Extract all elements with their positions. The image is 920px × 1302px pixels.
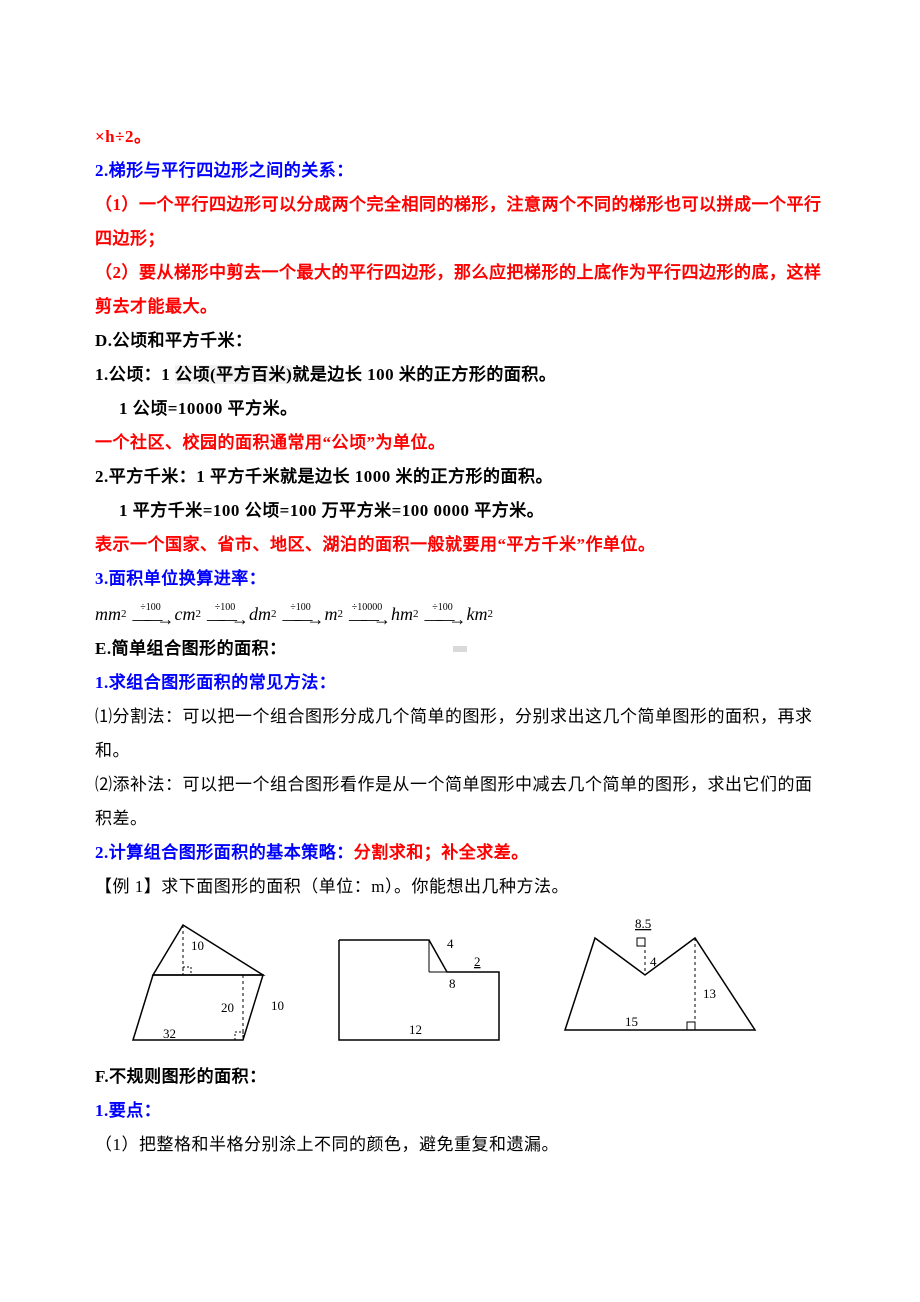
fig3-c: 13 bbox=[703, 986, 716, 1001]
p-fragment: ×h÷2。 bbox=[95, 120, 825, 154]
fig3-a: 8.5 bbox=[635, 916, 651, 931]
heading-3: 3.面积单位换算进率： bbox=[95, 562, 825, 596]
heading-f1: 1.要点： bbox=[95, 1094, 825, 1128]
p-hectare-1: 1.公顷：1 公顷(平方百米)就是边长 100 米的正方形的面积。 bbox=[95, 358, 825, 392]
unit-cm2: cm2 bbox=[175, 596, 202, 632]
p-hectare-eq: 1 公顷=10000 平方米。 bbox=[95, 392, 825, 426]
p-hectare-use: 一个社区、校园的面积通常用“公顷”为单位。 bbox=[95, 426, 825, 460]
p-sqkm-use: 表示一个国家、省市、地区、湖泊的面积一般就要用“平方千米”作单位。 bbox=[95, 528, 825, 562]
p-method-1: ⑴分割法：可以把一个组合图形分成几个简单的图形，分别求出这几个简单图形的面积，再… bbox=[95, 700, 825, 768]
heading-d: D.公顷和平方千米： bbox=[95, 324, 825, 358]
figure-3: 8.5 4 13 15 bbox=[555, 910, 785, 1050]
p-rel-2: （2）要从梯形中剪去一个最大的平行四边形，那么应把梯形的上底作为平行四边形的底，… bbox=[95, 256, 825, 324]
fig2-a: 4 bbox=[447, 936, 454, 951]
unit-hm2: hm2 bbox=[391, 596, 419, 632]
fig1-b: 10 bbox=[271, 998, 284, 1013]
unit-dm2: dm2 bbox=[249, 596, 277, 632]
arrow-icon: ÷100——→ bbox=[425, 603, 461, 625]
example-1: 【例 1】求下面图形的面积（单位：m）。你能想出几种方法。 bbox=[95, 870, 825, 904]
figure-2: 4 2 8 12 bbox=[329, 930, 549, 1050]
fig1-a: 10 bbox=[191, 938, 204, 953]
p-strategy-a: 2.计算组合图形面积的基本策略： bbox=[95, 843, 354, 862]
figure-1: 10 10 20 32 bbox=[113, 920, 323, 1050]
unit-mm2: mm2 bbox=[95, 596, 127, 632]
fig2-b: 2 bbox=[474, 954, 481, 969]
p-hectare-1c: 就是边长 100 米的正方形的面积。 bbox=[292, 365, 556, 384]
unit-km2: km2 bbox=[467, 596, 494, 632]
arrow-icon: ÷100——→ bbox=[283, 603, 319, 625]
arrow-icon: ÷100——→ bbox=[207, 603, 243, 625]
p-rel-1: （1）一个平行四边形可以分成两个完全相同的梯形，注意两个不同的梯形也可以拼成一个… bbox=[95, 188, 825, 256]
fig1-c: 20 bbox=[221, 1000, 234, 1015]
p-sqkm-eq: 1 平方千米=100 公顷=100 万平方米=100 0000 平方米。 bbox=[95, 494, 825, 528]
p-f1-1: （1）把整格和半格分别涂上不同的颜色，避免重复和遗漏。 bbox=[95, 1128, 825, 1162]
unit-conversion-formula: mm2 ÷100——→ cm2 ÷100——→ dm2 ÷100——→ m2 ÷… bbox=[95, 596, 825, 632]
fig2-d: 12 bbox=[409, 1022, 422, 1037]
p-method-2: ⑵添补法：可以把一个组合图形看作是从一个简单图形中减去几个简单的图形，求出它们的… bbox=[95, 768, 825, 836]
p-hectare-hl: 公顷(平方百米) bbox=[175, 365, 292, 384]
arrow-icon: ÷10000——→ bbox=[349, 603, 385, 625]
fig3-b: 4 bbox=[650, 954, 657, 969]
document-page: ×h÷2。 2.梯形与平行四边形之间的关系： （1）一个平行四边形可以分成两个完… bbox=[0, 0, 920, 1302]
fig1-d: 32 bbox=[163, 1026, 176, 1041]
figures-row: 10 10 20 32 4 2 8 12 8.5 4 13 15 bbox=[113, 910, 825, 1050]
unit-m2: m2 bbox=[325, 596, 344, 632]
heading-f: F.不规则图形的面积： bbox=[95, 1060, 825, 1094]
p-sqkm-1: 2.平方千米：1 平方千米就是边长 1000 米的正方形的面积。 bbox=[95, 460, 825, 494]
arrow-icon: ÷100——→ bbox=[133, 603, 169, 625]
p-hectare-1a: 1.公顷：1 bbox=[95, 365, 175, 384]
page-marker-icon bbox=[453, 646, 467, 652]
fig2-c: 8 bbox=[449, 976, 456, 991]
heading-2: 2.梯形与平行四边形之间的关系： bbox=[95, 154, 825, 188]
p-strategy-b: 分割求和；补全求差。 bbox=[354, 843, 529, 862]
p-strategy: 2.计算组合图形面积的基本策略：分割求和；补全求差。 bbox=[95, 836, 825, 870]
fig3-d: 15 bbox=[625, 1014, 638, 1029]
heading-e1: 1.求组合图形面积的常见方法： bbox=[95, 666, 825, 700]
